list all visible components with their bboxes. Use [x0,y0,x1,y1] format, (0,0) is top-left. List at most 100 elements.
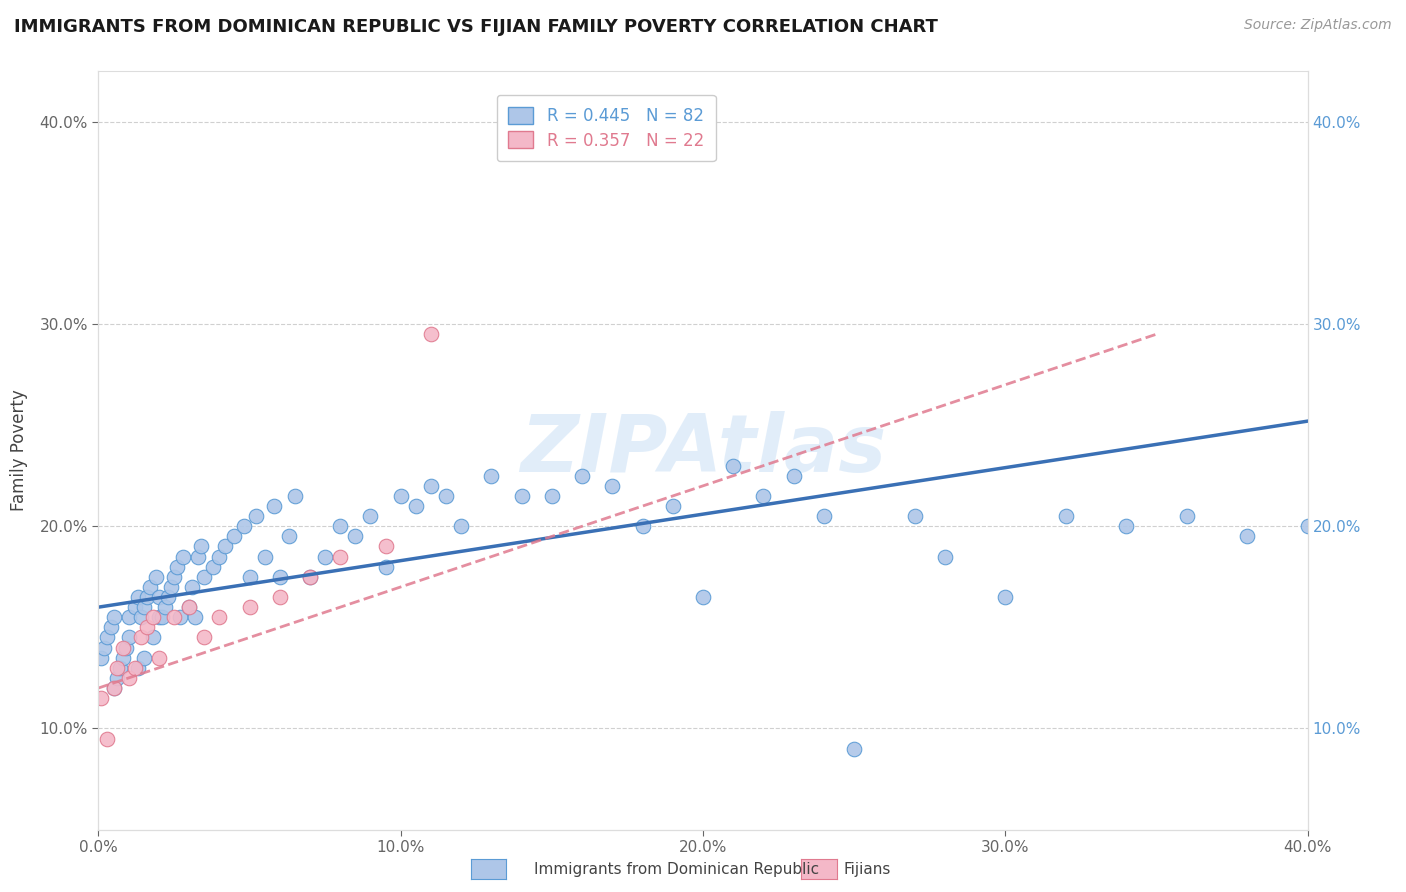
Point [269,590,291,604]
Point [239,570,262,584]
Point [132,600,155,615]
Point [148,610,170,624]
Point [118,631,141,645]
Point [114,640,136,655]
Legend: R = 0.445   N = 82, R = 0.357   N = 22: R = 0.445 N = 82, R = 0.357 N = 22 [496,95,716,161]
Point [208,610,231,624]
Text: Source: ZipAtlas.com: Source: ZipAtlas.com [1244,18,1392,32]
Point [124,600,146,615]
Point [481,863,503,877]
Point [202,559,225,574]
Point [245,509,267,524]
Point [269,570,291,584]
Point [374,559,396,574]
Point [127,661,149,675]
Point [232,519,254,533]
Point [179,600,201,615]
Point [314,549,336,564]
Point [105,671,128,685]
Point [844,741,866,756]
Point [420,327,443,342]
Point [153,600,176,615]
Point [103,610,125,624]
Point [329,549,352,564]
Point [783,468,806,483]
Point [135,590,157,604]
Point [631,519,654,533]
Point [1115,519,1137,533]
Point [111,640,134,655]
Point [481,468,503,483]
Point [405,499,427,513]
Point [389,489,412,503]
Point [163,610,186,624]
Text: Fijians: Fijians [844,863,891,877]
Text: Immigrants from Dominican Republic: Immigrants from Dominican Republic [534,863,820,877]
Point [96,631,118,645]
Point [420,479,443,493]
Point [148,650,170,665]
Point [135,620,157,634]
Point [169,610,191,624]
Text: IMMIGRANTS FROM DOMINICAN REPUBLIC VS FIJIAN FAMILY POVERTY CORRELATION CHART: IMMIGRANTS FROM DOMINICAN REPUBLIC VS FI… [14,18,938,36]
Point [692,590,714,604]
Point [602,479,624,493]
Point [1054,509,1077,524]
Point [1296,519,1319,533]
Point [239,600,262,615]
Point [571,468,593,483]
Point [934,549,956,564]
Point [150,610,173,624]
Point [90,691,112,706]
Point [129,610,152,624]
Point [263,499,285,513]
Point [127,590,149,604]
Point [904,509,927,524]
Y-axis label: Family Poverty: Family Poverty [10,390,28,511]
Point [208,549,231,564]
Point [118,610,141,624]
Point [142,610,165,624]
Point [214,540,236,554]
Point [156,590,179,604]
Point [284,489,307,503]
Point [187,549,209,564]
Point [100,620,122,634]
Point [1175,509,1198,524]
Point [277,529,299,543]
Point [90,650,112,665]
Point [253,549,276,564]
Point [434,489,457,503]
Point [103,681,125,695]
Point [193,631,215,645]
Point [299,570,322,584]
Point [994,590,1017,604]
Point [190,540,212,554]
Point [172,549,194,564]
Point [160,580,183,594]
Point [124,661,146,675]
Point [1236,529,1258,543]
Point [723,458,745,473]
Point [105,661,128,675]
Point [752,489,775,503]
Point [132,650,155,665]
Point [129,631,152,645]
Point [142,631,165,645]
Point [181,580,204,594]
Text: ZIPAtlas: ZIPAtlas [520,411,886,490]
Point [139,580,162,594]
Point [450,519,472,533]
Point [163,570,186,584]
Point [145,570,167,584]
Point [360,509,382,524]
Point [813,509,835,524]
Point [661,499,683,513]
Point [148,590,170,604]
Point [224,529,246,543]
Point [344,529,367,543]
Point [118,671,141,685]
Point [96,731,118,746]
Point [103,681,125,695]
Point [93,640,115,655]
